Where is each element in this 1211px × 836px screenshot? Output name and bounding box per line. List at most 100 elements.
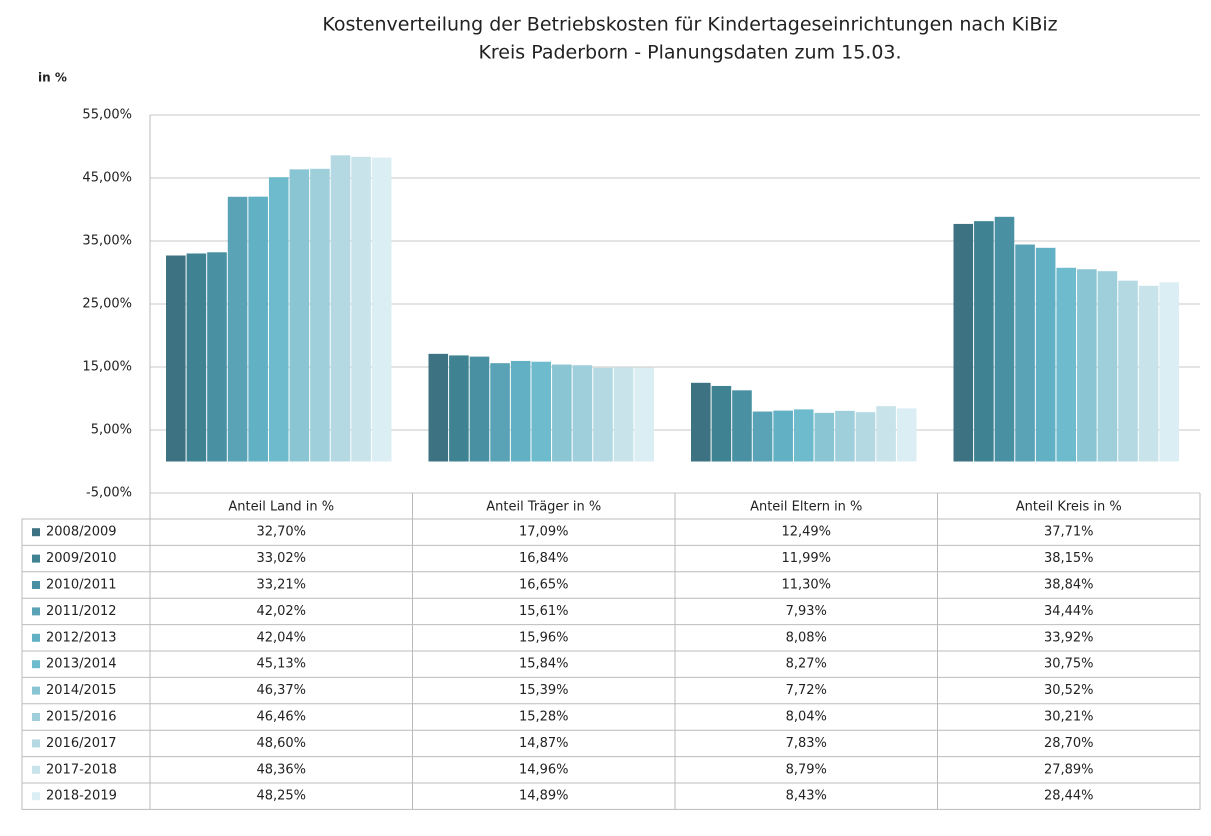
table-cell: 33,92% bbox=[1044, 630, 1094, 645]
bar bbox=[814, 412, 835, 462]
y-tick-label: -5,00% bbox=[86, 486, 132, 501]
table-cell: 8,27% bbox=[786, 657, 827, 672]
table-cell: 30,21% bbox=[1044, 710, 1094, 725]
legend-label: 2017-2018 bbox=[46, 762, 117, 777]
bar bbox=[1035, 247, 1056, 462]
table-cell: 45,13% bbox=[256, 657, 306, 672]
table-cell: 8,08% bbox=[786, 630, 827, 645]
y-tick-label: 35,00% bbox=[82, 234, 132, 249]
bar bbox=[896, 408, 917, 462]
table-cell: 16,84% bbox=[519, 551, 569, 566]
table-cell: 30,75% bbox=[1044, 657, 1094, 672]
legend-swatch bbox=[32, 554, 40, 563]
y-tick-label: 45,00% bbox=[82, 171, 132, 186]
table-cell: 46,46% bbox=[256, 710, 306, 725]
table-cell: 48,60% bbox=[256, 736, 306, 751]
legend-swatch bbox=[32, 739, 40, 748]
legend-swatch bbox=[32, 765, 40, 774]
bar bbox=[166, 255, 186, 462]
bar bbox=[186, 253, 207, 462]
bar bbox=[773, 410, 793, 462]
bar bbox=[490, 363, 510, 462]
legend-swatch bbox=[32, 528, 40, 537]
bar bbox=[994, 216, 1015, 462]
table-cell: 11,99% bbox=[781, 551, 831, 566]
table-cell: 14,96% bbox=[519, 762, 569, 777]
bar bbox=[449, 355, 469, 462]
bar bbox=[1159, 282, 1179, 462]
table-cell: 15,39% bbox=[519, 683, 569, 698]
bar bbox=[974, 221, 994, 462]
bar bbox=[428, 353, 449, 462]
bar bbox=[268, 177, 289, 462]
table-cell: 7,72% bbox=[786, 683, 827, 698]
table-cell: 33,02% bbox=[256, 551, 306, 566]
bar bbox=[552, 364, 572, 462]
table-cell: 33,21% bbox=[256, 578, 306, 593]
table-cell: 16,65% bbox=[519, 578, 569, 593]
bar bbox=[691, 382, 711, 462]
bar bbox=[752, 411, 773, 462]
bar bbox=[227, 196, 248, 462]
x-tick-label: Anteil Land in % bbox=[228, 500, 334, 515]
table-cell: 30,52% bbox=[1044, 683, 1094, 698]
legend-swatch bbox=[32, 607, 40, 616]
table-cell: 37,71% bbox=[1044, 525, 1094, 540]
table-cell: 42,04% bbox=[256, 630, 306, 645]
table-cell: 48,25% bbox=[256, 789, 306, 804]
bar bbox=[310, 168, 330, 462]
bar bbox=[1097, 271, 1118, 462]
table-cell: 38,15% bbox=[1044, 551, 1094, 566]
table-cell: 17,09% bbox=[519, 525, 569, 540]
bar bbox=[1138, 285, 1159, 462]
bar bbox=[248, 196, 268, 462]
bar bbox=[351, 156, 371, 462]
legend-label: 2011/2012 bbox=[46, 604, 117, 619]
table-cell: 38,84% bbox=[1044, 578, 1094, 593]
bar bbox=[531, 361, 552, 462]
legend-swatch bbox=[32, 581, 40, 589]
legend-label: 2016/2017 bbox=[46, 736, 117, 751]
y-tick-label: 5,00% bbox=[91, 423, 132, 438]
bar bbox=[371, 157, 392, 462]
bar bbox=[732, 390, 752, 462]
y-axis-label: in % bbox=[38, 71, 67, 85]
legend-swatch bbox=[32, 792, 40, 801]
legend-label: 2012/2013 bbox=[46, 630, 117, 645]
x-tick-label: Anteil Kreis in % bbox=[1016, 500, 1122, 515]
table-cell: 11,30% bbox=[781, 578, 831, 593]
chart-title: Kostenverteilung der Betriebskosten für … bbox=[322, 14, 1057, 36]
bar bbox=[469, 356, 490, 462]
bar bbox=[711, 385, 732, 462]
bar bbox=[793, 409, 814, 462]
legend-label: 2013/2014 bbox=[46, 657, 117, 672]
bar bbox=[1077, 269, 1097, 462]
table-border bbox=[21, 518, 1201, 810]
bar bbox=[330, 155, 351, 462]
table-cell: 7,93% bbox=[786, 604, 827, 619]
x-tick-label: Anteil Träger in % bbox=[486, 500, 601, 515]
table-cell: 42,02% bbox=[256, 604, 306, 619]
legend-label: 2018-2019 bbox=[46, 789, 117, 804]
table-cell: 8,04% bbox=[786, 710, 827, 725]
y-tick-label: 55,00% bbox=[82, 108, 132, 123]
table-cell: 8,43% bbox=[786, 789, 827, 804]
table-cell: 14,89% bbox=[519, 789, 569, 804]
bar bbox=[613, 367, 634, 462]
bar bbox=[289, 169, 310, 462]
table-cell: 14,87% bbox=[519, 736, 569, 751]
table-cell: 28,44% bbox=[1044, 789, 1094, 804]
legend-swatch bbox=[32, 713, 40, 721]
legend-swatch bbox=[32, 633, 40, 642]
chart-subtitle: Kreis Paderborn - Planungsdaten zum 15.0… bbox=[478, 42, 901, 64]
table-cell: 8,79% bbox=[786, 762, 827, 777]
bar bbox=[953, 223, 974, 462]
table-cell: 34,44% bbox=[1044, 604, 1094, 619]
table-cell: 48,36% bbox=[256, 762, 306, 777]
bar bbox=[855, 412, 876, 462]
table-cell: 27,89% bbox=[1044, 762, 1094, 777]
table-cell: 15,84% bbox=[519, 657, 569, 672]
bar bbox=[572, 365, 593, 462]
bar bbox=[510, 360, 531, 462]
